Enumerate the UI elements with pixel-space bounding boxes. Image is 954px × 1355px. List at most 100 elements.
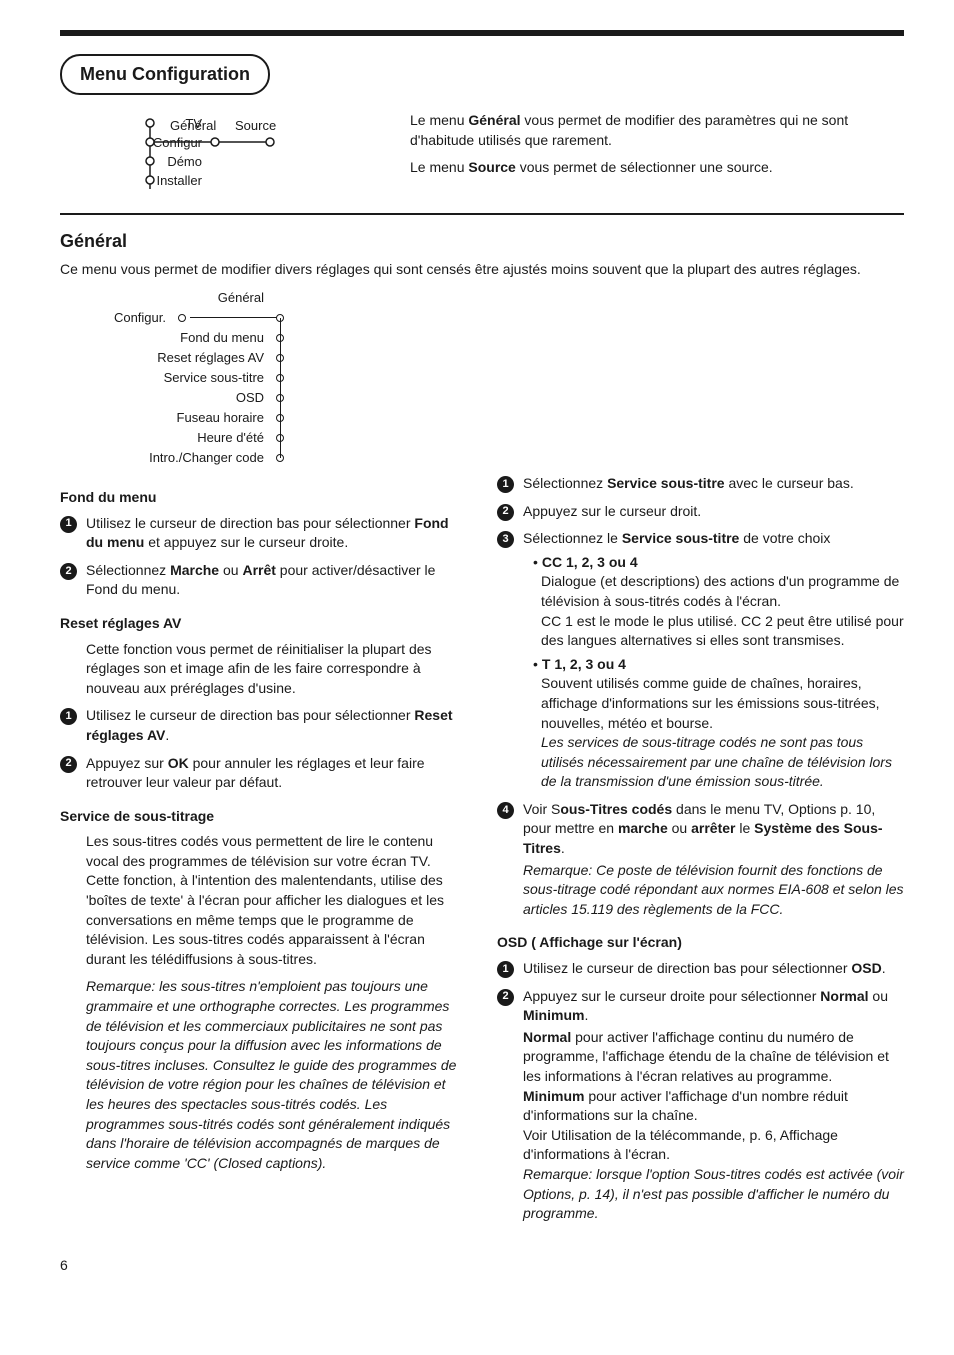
remark: Les services de sous-titrage codés ne so…	[523, 733, 904, 792]
step-badge: 1	[497, 961, 514, 978]
tree-item: Service sous-titre	[60, 368, 290, 388]
text: Dialogue (et descriptions) des actions d…	[523, 572, 904, 611]
text: Le menu	[410, 159, 468, 175]
text: avec le curseur bas.	[725, 475, 854, 491]
text: Voir Utilisation de la télécommande, p. …	[523, 1126, 904, 1165]
step-badge: 1	[60, 708, 77, 725]
text: ou	[869, 988, 888, 1004]
remark: Remarque: Ce poste de télévision fournit…	[523, 861, 904, 920]
bullet-icon: •	[533, 656, 538, 672]
right-column: 1Sélectionnez Service sous-titre avec le…	[497, 474, 904, 1232]
text: Utilisez le curseur de direction bas pou…	[86, 515, 414, 531]
section-heading: Général	[60, 229, 904, 254]
paragraph: Les sous-titres codés vous permettent de…	[60, 832, 467, 969]
text-bold: CC 1, 2, 3 ou 4	[542, 554, 638, 570]
text: Utilisez le curseur de direction bas pou…	[523, 960, 851, 976]
text: de votre choix	[739, 530, 830, 546]
step: 3Sélectionnez le Service sous-titre de v…	[497, 529, 904, 792]
text: Le menu	[410, 112, 468, 128]
text-bold: Normal	[820, 988, 868, 1004]
page-title-pill: Menu Configuration	[60, 54, 270, 95]
page-number: 6	[60, 1256, 904, 1276]
intro-paragraph: Le menu Général vous permet de modifier …	[410, 111, 904, 201]
text: le	[735, 820, 754, 836]
text-bold: Marche	[170, 562, 219, 578]
text-bold: Minimum	[523, 1088, 584, 1104]
text-bold: Normal	[523, 1029, 571, 1045]
bullet-icon: •	[533, 554, 538, 570]
tree-header: Général	[218, 289, 270, 307]
tree-item-label: Intro./Changer code	[149, 449, 270, 467]
tree-item-label: Service sous-titre	[164, 369, 270, 387]
tree-item: Reset réglages AV	[60, 348, 290, 368]
step-badge: 2	[497, 989, 514, 1006]
step-badge: 2	[60, 756, 77, 773]
text: Souvent utilisés comme guide de chaînes,…	[523, 674, 904, 733]
text: vous permet de sélectionner une source.	[516, 159, 773, 175]
section-intro: Ce menu vous permet de modifier divers r…	[60, 260, 904, 280]
tree-item-label: Fuseau horaire	[177, 409, 270, 427]
text-bold: Service sous-titre	[622, 530, 740, 546]
step-badge: 2	[60, 563, 77, 580]
diagram-node-label: Source	[235, 117, 276, 135]
menu-tree: Général Configur. Fond du menuReset régl…	[60, 288, 320, 468]
text: .	[584, 1007, 588, 1023]
text: Sélectionnez le	[523, 530, 622, 546]
text: CC 1 est le mode le plus utilisé. CC 2 p…	[523, 612, 904, 651]
step: 1 Utilisez le curseur de direction bas po…	[60, 514, 467, 553]
text: Voir S	[523, 801, 560, 817]
menu-diagram-top: TV Configur Démo Installer Général Sourc…	[60, 111, 380, 201]
text: ou	[219, 562, 242, 578]
step: 2Appuyez sur OK pour annuler les réglage…	[60, 754, 467, 793]
section-rule	[60, 213, 904, 215]
text-bold: ous-Titres codés	[560, 801, 672, 817]
text-bold: T 1, 2, 3 ou 4	[542, 656, 626, 672]
text-bold: Minimum	[523, 1007, 584, 1023]
text: Appuyez sur	[86, 755, 168, 771]
tree-item-label: OSD	[236, 389, 270, 407]
step-badge: 1	[497, 476, 514, 493]
text-bold: Arrêt	[242, 562, 275, 578]
diagram-node-label: Général	[170, 117, 216, 135]
text-bold: Général	[468, 112, 520, 128]
step: 1 Utilisez le curseur de direction bas po…	[60, 706, 467, 745]
text-bold: marche	[618, 820, 668, 836]
tree-item-label: Reset réglages AV	[157, 349, 270, 367]
text: .	[882, 960, 886, 976]
step-badge: 1	[60, 516, 77, 533]
step: 4Voir Sous-Titres codés dans le menu TV,…	[497, 800, 904, 920]
subheading: Service de sous-titrage	[60, 807, 467, 827]
diagram-node-label: Configur	[153, 134, 202, 152]
text-bold: arrêter	[691, 820, 735, 836]
diagram-node-label: Installer	[156, 172, 202, 190]
tree-item: Intro./Changer code	[60, 448, 290, 468]
step: 2 Appuyez sur le curseur droite pour séle…	[497, 987, 904, 1224]
subheading: Fond du menu	[60, 488, 467, 508]
text: Utilisez le curseur de direction bas pou…	[86, 707, 414, 723]
subheading: Reset réglages AV	[60, 614, 467, 634]
subheading: OSD ( Affichage sur l'écran)	[497, 933, 904, 953]
step-badge: 4	[497, 802, 514, 819]
tree-root: Configur.	[114, 309, 172, 327]
text: Sélectionnez	[86, 562, 170, 578]
left-column: Fond du menu 1 Utilisez le curseur de dir…	[60, 474, 467, 1232]
tree-item-label: Heure d'été	[197, 429, 270, 447]
diagram-node-label: Démo	[167, 153, 202, 171]
step: 1Sélectionnez Service sous-titre avec le…	[497, 474, 904, 494]
text-bold: OK	[168, 755, 189, 771]
top-rule	[60, 30, 904, 36]
text-bold: Service sous-titre	[607, 475, 725, 491]
tree-item: Heure d'été	[60, 428, 290, 448]
tree-item: OSD	[60, 388, 290, 408]
step-badge: 2	[497, 504, 514, 521]
text: ou	[668, 820, 691, 836]
tree-item: Fuseau horaire	[60, 408, 290, 428]
text: .	[165, 727, 169, 743]
text: pour activer l'affichage continu du numé…	[523, 1029, 889, 1084]
text-bold: Source	[468, 159, 515, 175]
text: Appuyez sur le curseur droite pour sélec…	[523, 988, 820, 1004]
text: et appuyez sur le curseur droite.	[144, 534, 348, 550]
step: 2Appuyez sur le curseur droit.	[497, 502, 904, 522]
remark: Remarque: lorsque l'option Sous-titres c…	[523, 1165, 904, 1224]
text-bold: OSD	[851, 960, 881, 976]
